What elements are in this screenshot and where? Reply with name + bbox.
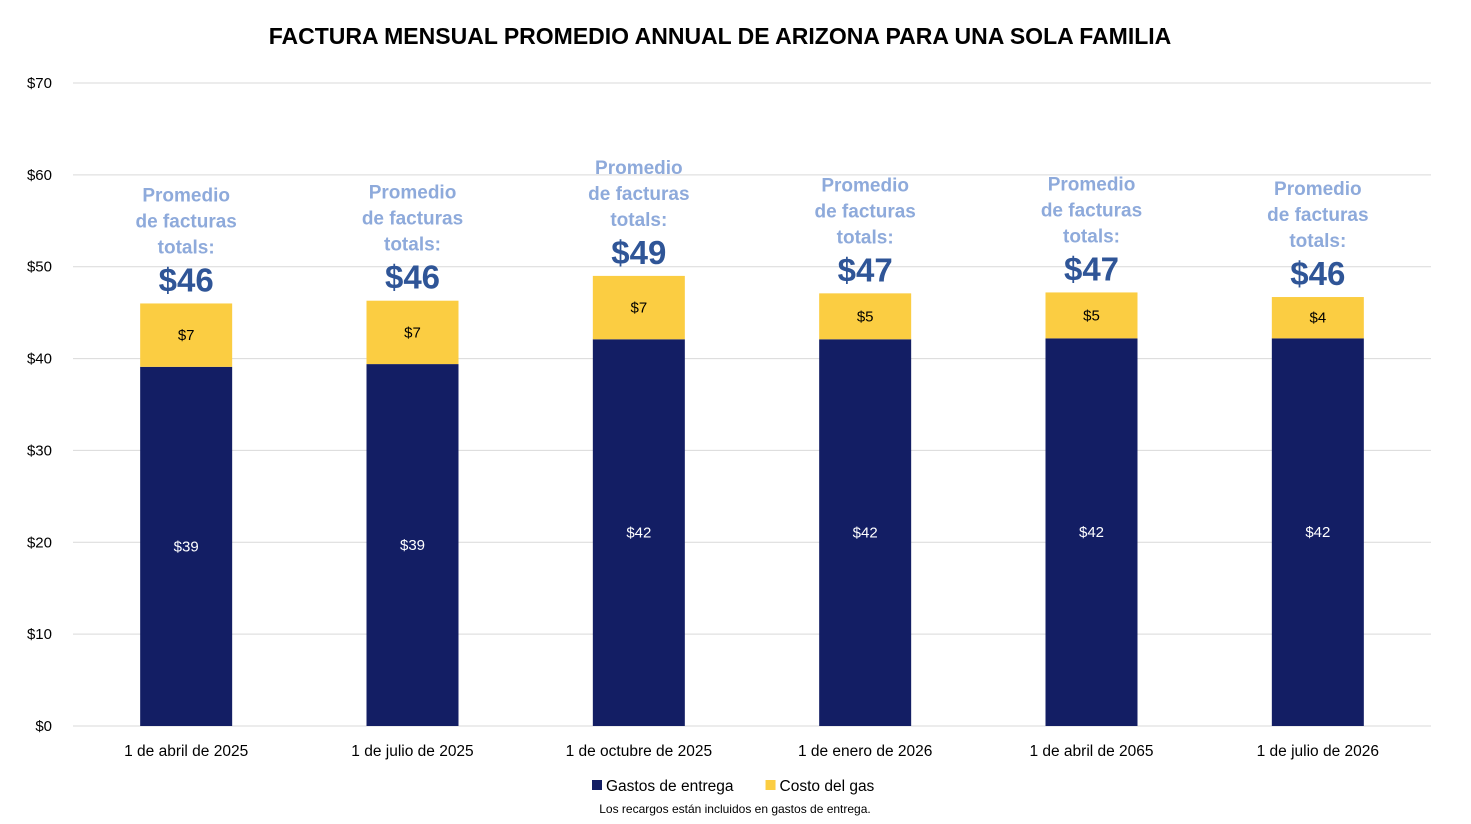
x-tick-label: 1 de julio de 2025 [351, 743, 473, 760]
x-tick-label: 1 de abril de 2065 [1029, 743, 1153, 760]
x-tick-label: 1 de abril de 2025 [124, 743, 248, 760]
legend-swatch [765, 780, 776, 790]
annotation-line: totals: [610, 210, 667, 231]
annotation-line: totals: [1063, 226, 1120, 247]
bar-data-label: $42 [1079, 524, 1104, 541]
y-tick-label: $60 [27, 167, 52, 184]
legend-label: Gastos de entrega [606, 778, 734, 795]
chart-title: FACTURA MENSUAL PROMEDIO ANNUAL DE ARIZO… [269, 23, 1172, 49]
y-tick-label: $0 [35, 718, 52, 735]
bar-data-label: $42 [1305, 524, 1330, 541]
bar-segment-delivery [140, 366, 233, 726]
total-annotations: totals: de facturas Promedio $46 totals: de f… [135, 158, 1368, 299]
x-axis-ticks: 1 de abril de 2025 1 de julio de 2025 1 de… [124, 743, 1379, 760]
bar-segment-gas [1045, 292, 1138, 339]
annotation-total: $46 [159, 261, 214, 298]
bar-data-label: $39 [400, 537, 425, 554]
x-tick-label: 1 de julio de 2026 [1257, 743, 1379, 760]
bar-segment-delivery [1271, 338, 1364, 726]
y-tick-label: $20 [27, 534, 52, 551]
annotation-total: $49 [611, 234, 666, 271]
annotation-line: Promedio [1274, 179, 1362, 200]
bar-segment-gas [592, 275, 685, 340]
legend: Gastos de entrega Costo del gas [592, 778, 875, 795]
bar-data-label: $4 [1309, 310, 1326, 327]
bar-data-label: $7 [178, 327, 195, 344]
annotation-line: Promedio [142, 185, 230, 206]
annotation-line: de facturas [814, 201, 915, 222]
annotation-line: de facturas [588, 184, 689, 205]
bar-data-label: $5 [857, 308, 874, 325]
bars: $39 $7 $39 $7 $42 $7 $42 $5 $42 $5 $42 $4 [140, 275, 1364, 726]
y-tick-label: $30 [27, 442, 52, 459]
y-tick-label: $40 [27, 351, 52, 368]
y-tick-label: $10 [27, 626, 52, 643]
annotation-line: totals: [837, 227, 894, 248]
bar-segment-gas [819, 293, 912, 340]
bar-segment-gas [366, 300, 459, 365]
bar-data-label: $5 [1083, 307, 1100, 324]
bar-segment-delivery [366, 364, 459, 726]
annotation-line: Promedio [595, 158, 683, 179]
bar-data-label: $7 [630, 300, 647, 317]
annotation-total: $47 [1064, 250, 1119, 287]
bar-data-label: $42 [626, 525, 651, 542]
gridlines [73, 82, 1431, 727]
annotation-line: totals: [1289, 231, 1346, 252]
y-axis-ticks: $0 $10 $20 $30 $40 $50 $60 $70 [27, 75, 52, 735]
bar-data-label: $42 [853, 525, 878, 542]
x-tick-label: 1 de octubre de 2025 [566, 743, 713, 760]
y-tick-label: $70 [27, 75, 52, 92]
annotation-total: $47 [838, 251, 893, 288]
bar-segment-gas [140, 303, 233, 367]
annotation-line: totals: [384, 235, 441, 256]
annotation-line: de facturas [1041, 200, 1142, 221]
bar-segment-delivery [592, 339, 685, 726]
annotation-line: Promedio [821, 175, 909, 196]
footnote: Los recargos están incluidos en gastos d… [599, 802, 871, 816]
legend-label: Costo del gas [780, 778, 875, 795]
annotation-total: $46 [385, 259, 440, 296]
annotation-line: Promedio [1048, 174, 1136, 195]
legend-swatch [592, 780, 602, 790]
bar-segment-delivery [1045, 338, 1138, 726]
annotation-line: de facturas [1267, 205, 1368, 226]
annotation-line: totals: [158, 237, 215, 258]
bar-segment-gas [1271, 297, 1364, 339]
x-tick-label: 1 de enero de 2026 [798, 743, 932, 760]
annotation-line: de facturas [135, 211, 236, 232]
annotation-line: de facturas [362, 209, 463, 230]
bar-segment-delivery [819, 339, 912, 726]
y-tick-label: $50 [27, 259, 52, 276]
annotation-total: $46 [1290, 255, 1345, 292]
bar-data-label: $7 [404, 324, 421, 341]
annotation-line: Promedio [369, 183, 457, 204]
bar-data-label: $39 [174, 538, 199, 555]
